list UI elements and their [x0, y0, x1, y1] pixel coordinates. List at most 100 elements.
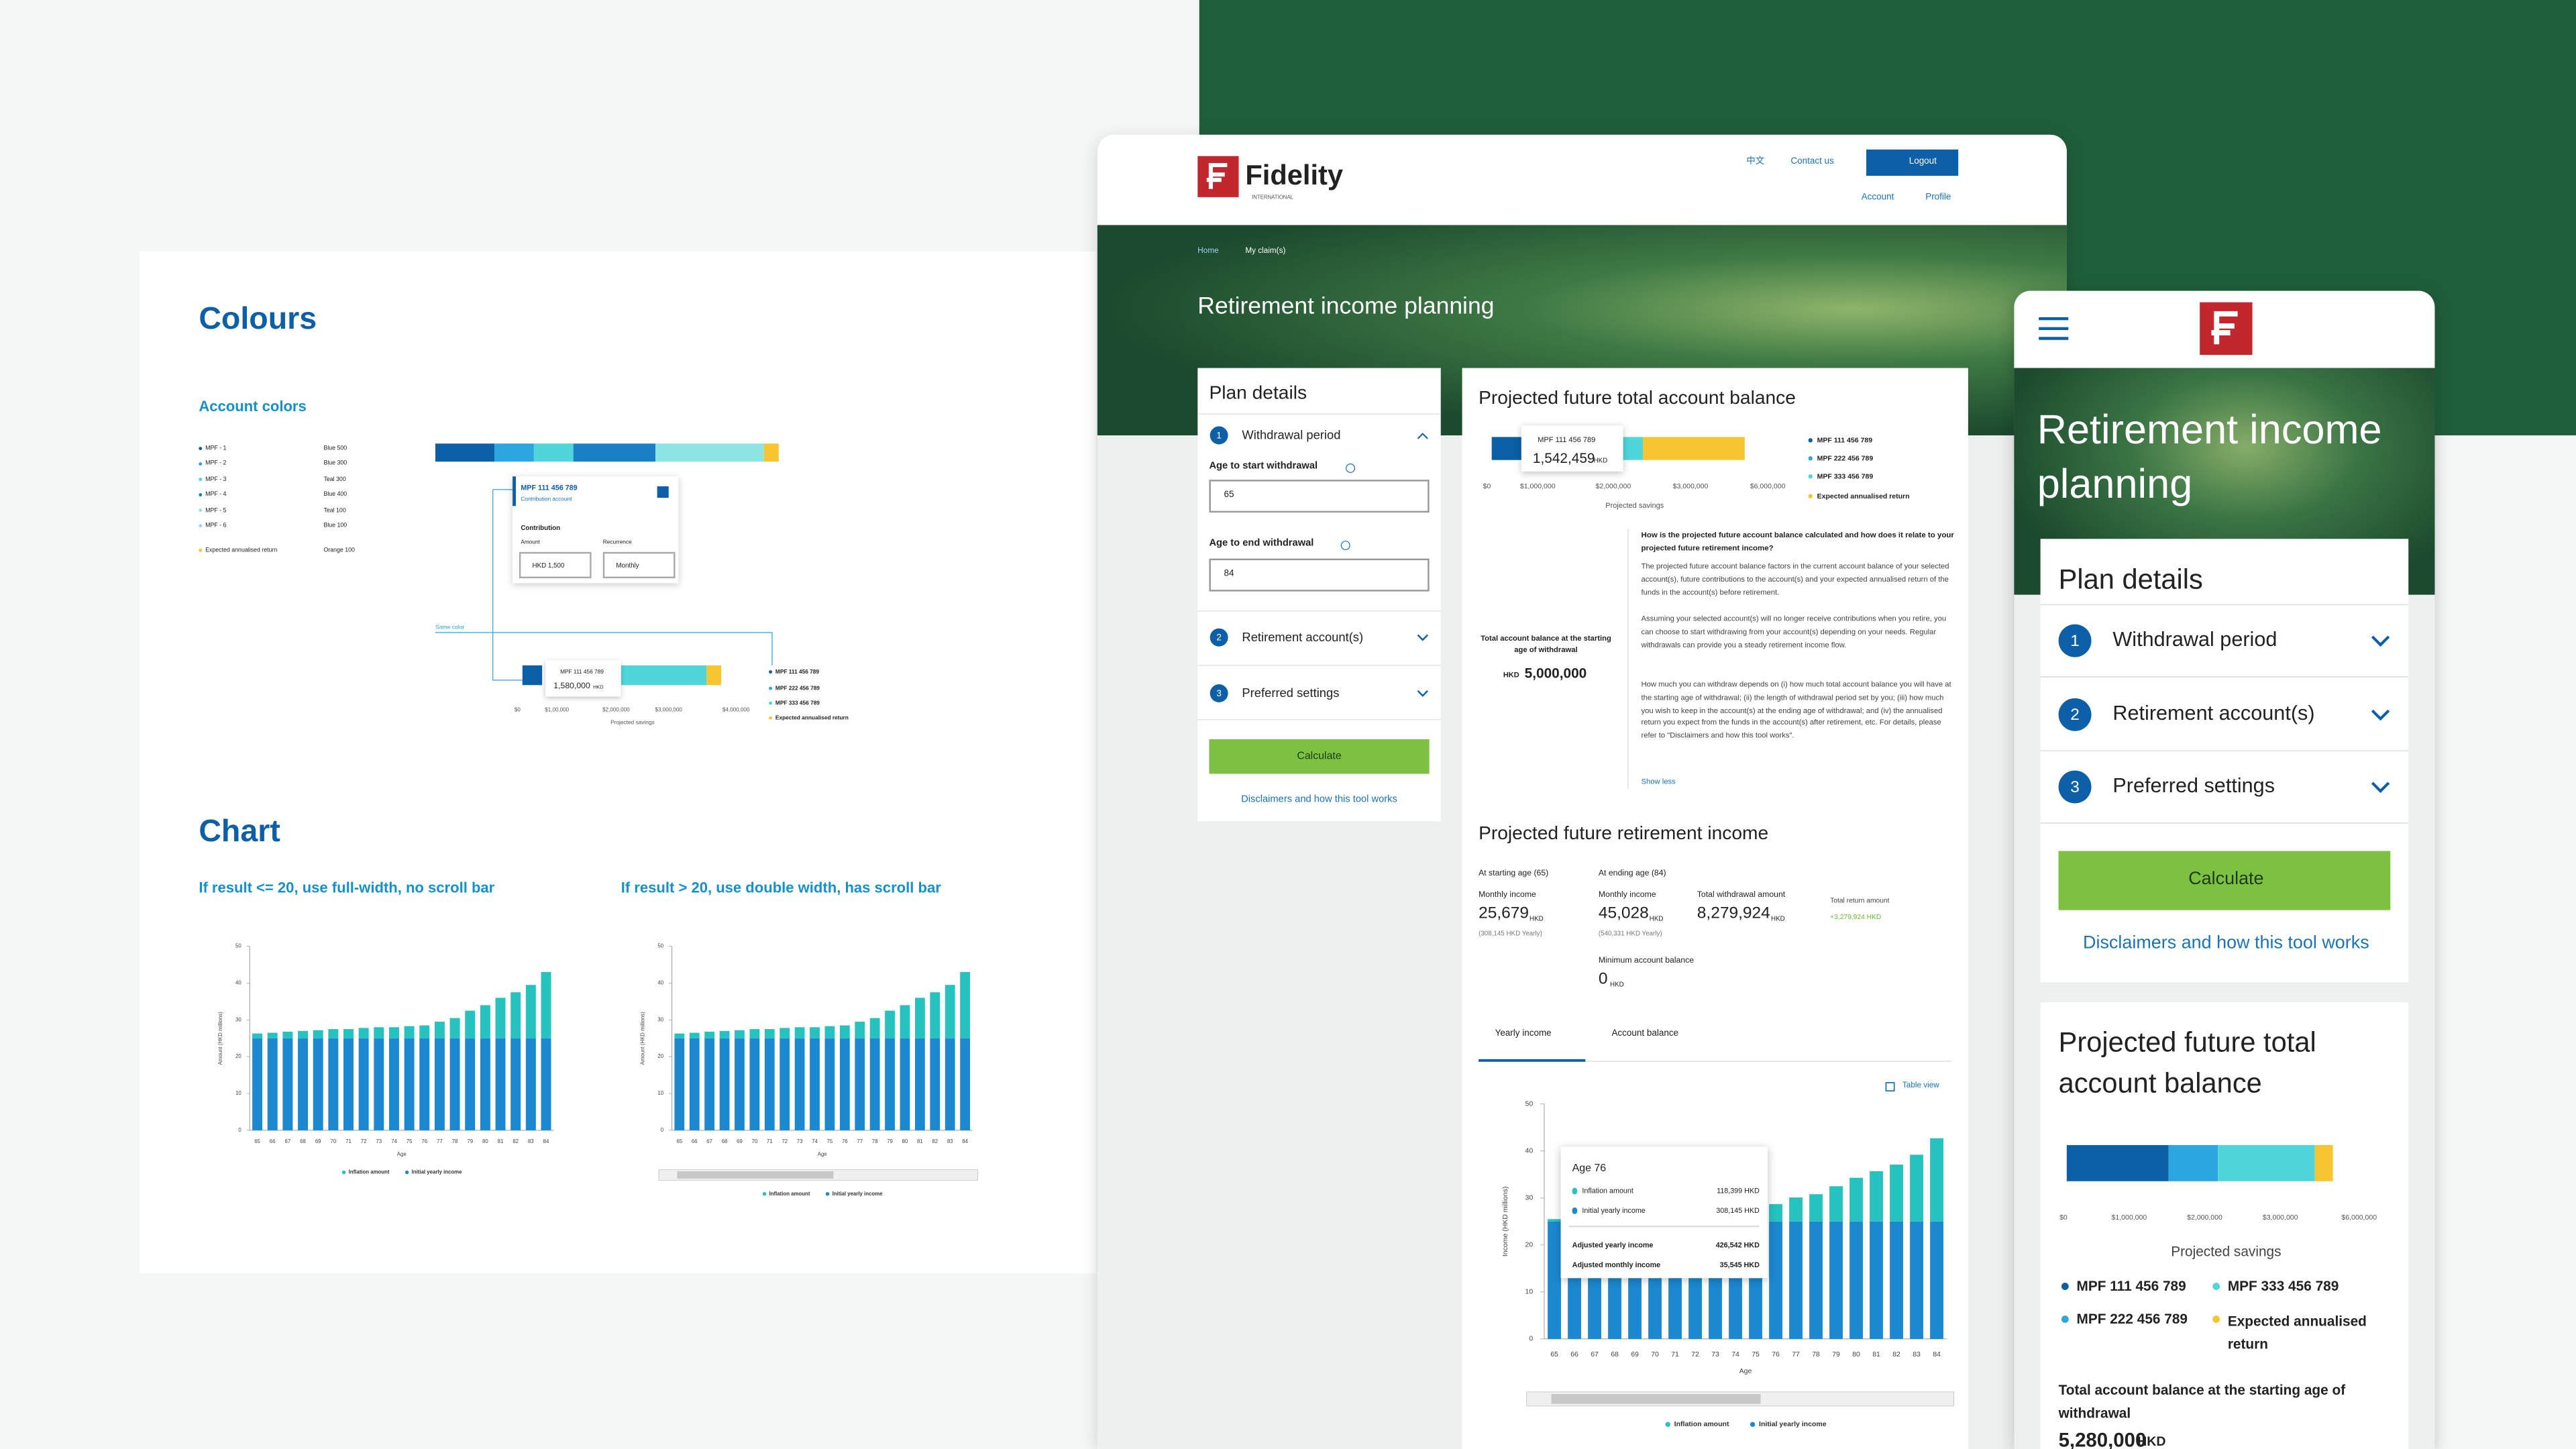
step-label[interactable]: Preferred settings [2112, 773, 2275, 798]
x-tick-label: 80 [482, 1138, 488, 1144]
x-tick-label: 78 [452, 1138, 458, 1144]
x-tick-label: 77 [857, 1138, 863, 1144]
x-tick-label: 65 [1550, 1350, 1558, 1358]
bar-segment [719, 1030, 730, 1038]
tick-label: $0 [2059, 1213, 2068, 1222]
text: If result <= 20, use full-width, no scro… [199, 879, 495, 896]
x-tick-label: 69 [1631, 1350, 1639, 1358]
tab[interactable]: Yearly income [1495, 1029, 1552, 1040]
tab[interactable]: Account balance [1611, 1029, 1679, 1040]
x-tick-label: 78 [1812, 1350, 1820, 1358]
bar-segment [525, 985, 536, 1038]
nav-link[interactable]: Profile [1925, 193, 1951, 203]
step-label[interactable]: Preferred settings [1242, 685, 1340, 701]
text: (308,145 HKD Yearly) [1479, 928, 1542, 938]
bar-segment [855, 1038, 865, 1130]
breadcrumb-link[interactable]: Home [1197, 248, 1219, 257]
text: MPF 111 456 789 [1538, 435, 1596, 444]
bar-segment [689, 1038, 700, 1130]
text: 35,545 HKD [1719, 1260, 1760, 1269]
bar-segment [328, 1038, 339, 1130]
step-label[interactable]: Retirement account(s) [1242, 629, 1364, 645]
bar-segment [358, 1038, 369, 1130]
color-name: Blue 300 [323, 460, 347, 467]
x-tick-label: 73 [797, 1138, 803, 1144]
bar-segment [945, 1038, 955, 1130]
bar-segment [1809, 1194, 1823, 1222]
legend-label: Initial yearly income [1759, 1420, 1827, 1428]
step-label[interactable]: Withdrawal period [2112, 627, 2277, 651]
bar-segment [525, 1038, 536, 1130]
calculate-button[interactable] [2058, 851, 2391, 910]
bar-segment [449, 1038, 460, 1130]
step-label[interactable]: Withdrawal period [1242, 427, 1341, 443]
x-tick-label: 72 [361, 1138, 367, 1144]
x-tick-label: 79 [467, 1138, 473, 1144]
tick-label: $6,000,000 [1750, 482, 1786, 490]
bar-segment [930, 1038, 941, 1130]
x-tick-label: 66 [692, 1138, 698, 1144]
text: HKD [593, 684, 604, 690]
bar-segment [1890, 1221, 1903, 1339]
start-age-input[interactable] [1209, 480, 1430, 513]
bar-segment [419, 1025, 430, 1038]
logout-button[interactable] [1866, 149, 1959, 176]
link[interactable]: Show less [1641, 777, 1676, 786]
x-tick-label: 83 [528, 1138, 534, 1144]
legend-label: MPF 222 456 789 [2076, 1310, 2188, 1328]
step-badge [1210, 426, 1228, 445]
x-axis-label: Age [397, 1151, 407, 1157]
step-number: 1 [1216, 430, 1221, 440]
table-icon [1885, 1082, 1895, 1091]
bar-segment [960, 1038, 970, 1130]
button-label[interactable]: Calculate [2188, 869, 2264, 890]
page-title: Retirement income planning [2037, 407, 2382, 508]
x-tick-label: 71 [767, 1138, 773, 1144]
button-label[interactable]: Calculate [1297, 749, 1342, 761]
text: Initial yearly income [1582, 1206, 1646, 1215]
step-number: 3 [1216, 688, 1221, 698]
bar-segment [930, 992, 941, 1038]
bar-segment [1548, 1221, 1561, 1339]
link[interactable]: Disclaimers and how this tool works [2083, 933, 2369, 953]
text: Recurrence [602, 538, 632, 545]
legend-label: MPF 111 456 789 [775, 668, 820, 676]
bar-segment [1870, 1221, 1883, 1339]
calculate-button[interactable] [1209, 739, 1430, 774]
x-tick-label: 83 [1913, 1350, 1921, 1358]
x-tick-label: 81 [917, 1138, 923, 1144]
language-link[interactable]: 中文 [1746, 157, 1765, 167]
y-tick-label: 40 [235, 980, 241, 986]
bar-segment [374, 1027, 384, 1038]
text: 118,399 HKD [1717, 1186, 1760, 1195]
logout-label[interactable]: Logout [1909, 157, 1937, 167]
end-age-input[interactable] [1209, 558, 1430, 592]
text: MPF 111 456 789 [560, 668, 604, 676]
x-tick-label: 75 [1752, 1350, 1760, 1358]
bar-segment [374, 1038, 384, 1130]
color-account: MPF - 6 [205, 522, 227, 529]
balance-tooltip [545, 660, 621, 697]
x-tick-label: 71 [1671, 1350, 1679, 1358]
link[interactable]: Disclaimers and how this tool works [1241, 795, 1397, 806]
info-icon [1346, 463, 1356, 473]
bar-segment [252, 1038, 263, 1130]
checkbox [657, 486, 669, 498]
bar-segment [480, 1038, 490, 1130]
y-tick-label: 0 [1529, 1335, 1533, 1343]
brand-name: Fidelity [1245, 160, 1344, 191]
bar-segment [404, 1026, 415, 1038]
balance-segment [2218, 1144, 2315, 1181]
card-title: Plan details [2058, 564, 2203, 596]
legend-dot [341, 1170, 346, 1175]
text: HKD [1593, 455, 1608, 464]
text: 426,542 HKD [1715, 1240, 1760, 1249]
nav-link[interactable]: Contact us [1790, 157, 1834, 167]
text: Projected savings [2171, 1243, 2282, 1260]
step-badge [2058, 770, 2092, 804]
nav-link[interactable]: Account [1861, 193, 1894, 203]
bar-segment [824, 1038, 835, 1130]
x-tick-label: 73 [1711, 1350, 1719, 1358]
link[interactable]: Table view [1902, 1082, 1939, 1091]
step-label[interactable]: Retirement account(s) [2112, 702, 2315, 725]
